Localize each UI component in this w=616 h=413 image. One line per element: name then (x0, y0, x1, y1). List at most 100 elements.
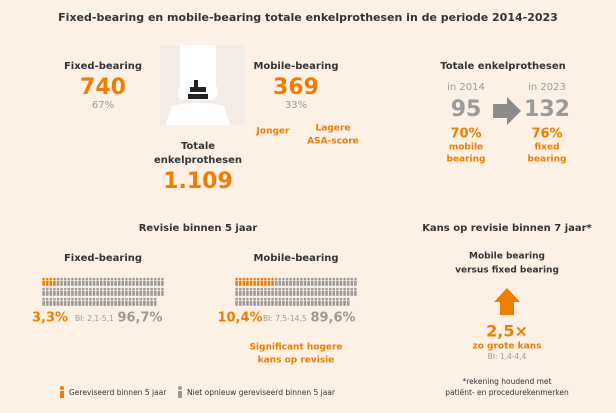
person-icon (282, 280, 285, 286)
person-icon (343, 290, 346, 296)
person-icon (45, 277, 49, 281)
person-icon (74, 290, 78, 296)
person-icon (110, 280, 114, 286)
person-icon (63, 297, 67, 301)
person-icon (146, 300, 150, 306)
person-icon (53, 297, 56, 301)
person-icon (143, 297, 146, 301)
person-icon (117, 300, 121, 306)
person-icon (242, 277, 246, 281)
person-icon (107, 287, 110, 291)
person-icon (274, 287, 278, 291)
person-icon (296, 300, 300, 306)
person-icon (99, 297, 103, 301)
person-icon (45, 297, 49, 301)
person-icon (278, 287, 282, 291)
person-icon (238, 300, 242, 306)
trend-type: fixed (534, 143, 559, 153)
person-icon (310, 287, 314, 291)
fixed-share: 67% (92, 100, 114, 111)
person-icon (71, 287, 74, 291)
mobile-share: 33% (285, 100, 307, 111)
person-icon (256, 277, 260, 281)
person-icon (339, 287, 343, 291)
person-icon (249, 297, 253, 301)
person-icon (161, 280, 164, 286)
total-count: 1.109 (163, 169, 233, 194)
person-icon (328, 297, 332, 301)
person-icon (253, 290, 256, 296)
person-icon (78, 277, 81, 281)
person-icon (271, 300, 274, 306)
person-icon (235, 277, 238, 281)
person-icon (307, 300, 310, 306)
person-icon (278, 297, 282, 301)
person-icon (125, 300, 128, 306)
person-icon (143, 287, 146, 291)
person-icon (292, 290, 296, 296)
person-icon (318, 290, 321, 296)
person-icon (310, 280, 314, 286)
total-label: Totale (181, 141, 215, 152)
person-icon (132, 287, 135, 291)
person-icon (271, 277, 274, 281)
person-icon (121, 287, 125, 291)
person-icon (60, 277, 63, 281)
person-icon (114, 290, 117, 296)
person-icon (63, 277, 67, 281)
person-icon (328, 290, 332, 296)
person-icon (325, 290, 328, 296)
mobile-trait: ASA-score (307, 137, 359, 147)
person-icon (307, 290, 310, 296)
person-icon (238, 287, 242, 291)
person-icon (343, 280, 346, 286)
person-icon (89, 277, 92, 281)
person-icon (346, 280, 350, 286)
person-icon (271, 297, 274, 301)
person-icon (318, 280, 321, 286)
person-icon (292, 287, 296, 291)
trend-year: in 2014 (447, 82, 485, 93)
person-icon (107, 290, 110, 296)
person-icon (139, 280, 143, 286)
person-icon (121, 280, 125, 286)
person-icon (303, 287, 307, 291)
person-icon (114, 277, 117, 281)
trend-type: bearing (528, 155, 567, 165)
person-icon (78, 300, 81, 306)
person-icon (242, 300, 246, 306)
person-icon (332, 280, 336, 286)
legend-label: Gereviseerd binnen 5 jaar (69, 388, 167, 397)
person-icon (60, 297, 63, 301)
person-icon (45, 287, 49, 291)
revision-title: Revisie binnen 5 jaar (139, 223, 258, 234)
person-icon (310, 290, 314, 296)
person-icon (332, 287, 336, 291)
person-icon (346, 277, 350, 281)
person-icon (246, 300, 249, 306)
person-icon (56, 287, 60, 291)
person-icon (321, 297, 325, 301)
person-icon (117, 297, 121, 301)
person-icon (74, 277, 78, 281)
person-icon (92, 290, 96, 296)
person-icon (107, 300, 110, 306)
risk-arrow (494, 288, 520, 315)
person-icon (150, 277, 153, 281)
person-icon (125, 280, 128, 286)
trend-count: 95 (451, 97, 482, 122)
person-icon (157, 277, 161, 281)
person-icon (292, 297, 296, 301)
person-icon (135, 300, 139, 306)
person-icon (346, 290, 350, 296)
person-icon (300, 280, 303, 286)
person-icon (49, 287, 53, 291)
person-icon (238, 290, 242, 296)
person-icon (274, 300, 278, 306)
person-icon (238, 280, 242, 286)
person-icon (292, 277, 296, 281)
person-icon (332, 277, 336, 281)
person-icon (135, 280, 139, 286)
person-icon (89, 287, 92, 291)
